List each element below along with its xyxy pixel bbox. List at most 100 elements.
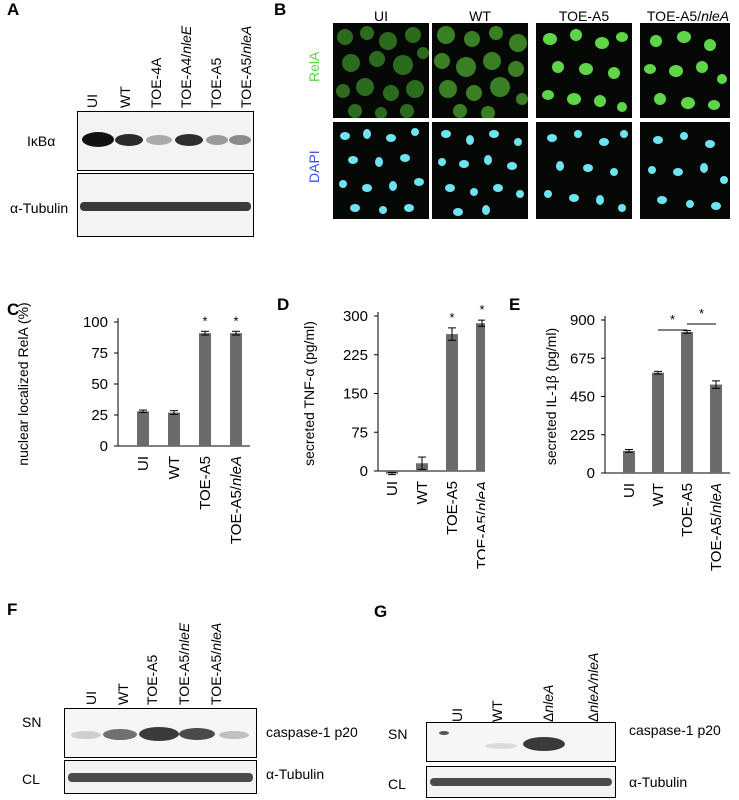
lane-label-wt: WT xyxy=(115,683,131,705)
y-tick-label: 900 xyxy=(570,312,595,329)
row-label-sn: SN xyxy=(388,726,408,742)
lane-label-ui: UI xyxy=(449,708,465,722)
category-label: UI xyxy=(384,481,401,496)
bar-chart-tnf-alpha: 0 75 150 225 300 secreted TNF-α (pg/ml) UI WT * T… xyxy=(301,302,485,569)
micrograph-dapi-toe-a5-nlea xyxy=(640,122,730,219)
lane-label-toe-a4-nlee: TOE-A4/nleE xyxy=(178,25,194,108)
band xyxy=(179,728,215,740)
lane-label-toe-a5-nlea: TOE-A5/nleA xyxy=(208,622,224,705)
blot-tubulin-a xyxy=(77,173,254,237)
panel-label-d: D xyxy=(277,295,290,314)
band xyxy=(68,773,253,782)
band xyxy=(146,135,172,145)
band xyxy=(175,134,203,146)
column-title-toe-a5-nlea: TOE-A5/nleA xyxy=(646,8,730,24)
y-tick-label: 675 xyxy=(570,350,595,367)
blot-tubulin-f xyxy=(64,760,257,794)
lane-label-toe-4a: TOE-4A xyxy=(148,57,164,108)
tubulin-label-g: α-Tubulin xyxy=(629,774,688,790)
y-tick-label: 0 xyxy=(587,465,595,482)
significance-marker: * xyxy=(449,310,454,325)
bar xyxy=(230,333,242,446)
y-tick-label: 25 xyxy=(91,407,108,424)
band xyxy=(229,135,251,145)
panel-label-c: C xyxy=(7,300,20,319)
bar xyxy=(710,384,722,473)
panel-label-a: A xyxy=(7,0,20,19)
y-tick-label: 75 xyxy=(351,424,368,441)
y-tick-label: 50 xyxy=(91,376,108,393)
category-label: UI xyxy=(135,456,152,471)
y-tick-label: 150 xyxy=(343,386,368,403)
y-tick-label: 300 xyxy=(343,308,368,325)
panel-label-b: B xyxy=(274,0,287,19)
bar-chart-nuclear-rela: 0 25 50 75 100 nuclear localized RelA (%) UI WT… xyxy=(15,302,250,544)
band xyxy=(103,729,137,740)
tubulin-label-f: α-Tubulin xyxy=(266,766,325,782)
band xyxy=(523,737,565,751)
band xyxy=(139,727,179,741)
panel-label-e: E xyxy=(509,295,521,314)
channel-label-dapi: DAPI xyxy=(306,150,322,183)
micrograph-dapi-wt xyxy=(432,122,528,219)
micrograph-rela-toe-a5 xyxy=(536,23,632,118)
lane-label-toe-a5: TOE-A5 xyxy=(208,57,224,108)
category-label: UI xyxy=(621,483,638,498)
category-label: TOE-A5/nleA xyxy=(228,456,245,544)
y-axis-label: secreted TNF-α (pg/ml) xyxy=(301,321,317,466)
category-label: TOE-A5/nleA xyxy=(708,483,725,571)
y-tick-label: 225 xyxy=(570,427,595,444)
band xyxy=(206,135,228,145)
caspase-label-g: caspase-1 p20 xyxy=(629,722,721,738)
category-label: WT xyxy=(166,456,183,479)
lane-label-delta-nlea: ΔnleA xyxy=(540,684,556,722)
band xyxy=(71,731,101,739)
band xyxy=(430,778,612,786)
bar xyxy=(168,412,180,446)
column-title-wt: WT xyxy=(469,8,491,24)
band xyxy=(82,132,114,147)
significance-marker: * xyxy=(233,313,238,328)
band xyxy=(439,731,449,735)
row-label-ikba: IκBα xyxy=(27,133,56,149)
y-tick-label: 100 xyxy=(83,314,108,331)
category-label: TOE-A5 xyxy=(197,456,214,510)
micrograph-rela-wt xyxy=(432,23,528,118)
row-label-cl: CL xyxy=(388,776,406,792)
band xyxy=(485,743,517,749)
lane-label-ui: UI xyxy=(84,94,100,108)
blot-caspase-f xyxy=(64,708,257,758)
category-label: TOE-A5 xyxy=(444,481,461,535)
y-tick-label: 450 xyxy=(570,389,595,406)
y-tick-label: 225 xyxy=(343,347,368,364)
lane-label-toe-a5-nlea: TOE-A5/nleA xyxy=(238,25,254,108)
blot-ikba xyxy=(77,111,254,171)
panel-label-g: G xyxy=(374,602,388,621)
bar xyxy=(476,323,485,471)
y-axis-label: nuclear localized RelA (%) xyxy=(15,302,31,465)
category-label: TOE-A5/nleA xyxy=(474,481,485,569)
lane-label-ui: UI xyxy=(83,691,99,705)
y-tick-label: 75 xyxy=(91,345,108,362)
blot-tubulin-g xyxy=(426,766,616,798)
significance-marker: * xyxy=(479,302,484,317)
y-tick-label: 0 xyxy=(360,463,368,480)
y-axis-label: secreted IL-1β (pg/ml) xyxy=(543,328,559,465)
y-tick-label: 0 xyxy=(100,438,108,455)
lane-label-toe-a5-nlee: TOE-A5/nleE xyxy=(176,622,192,705)
bar xyxy=(652,372,664,473)
significance-marker: * xyxy=(202,313,207,328)
panel-label-f: F xyxy=(7,600,18,619)
row-label-sn: SN xyxy=(22,714,42,730)
blot-caspase-g xyxy=(426,722,616,762)
significance-marker: * xyxy=(670,312,675,327)
bar xyxy=(137,411,149,446)
band xyxy=(80,202,251,211)
bar-chart-il-1-beta: 0 225 450 675 900 secreted IL-1β (pg/ml) UI WT T… xyxy=(543,306,730,571)
row-label-cl: CL xyxy=(22,771,40,787)
micrograph-rela-ui xyxy=(333,23,429,118)
micrograph-dapi-ui xyxy=(333,122,429,219)
micrograph-rela-toe-a5-nlea xyxy=(640,23,730,118)
lane-label-wt: WT xyxy=(489,700,505,722)
row-label-tubulin: α-Tubulin xyxy=(10,200,69,216)
